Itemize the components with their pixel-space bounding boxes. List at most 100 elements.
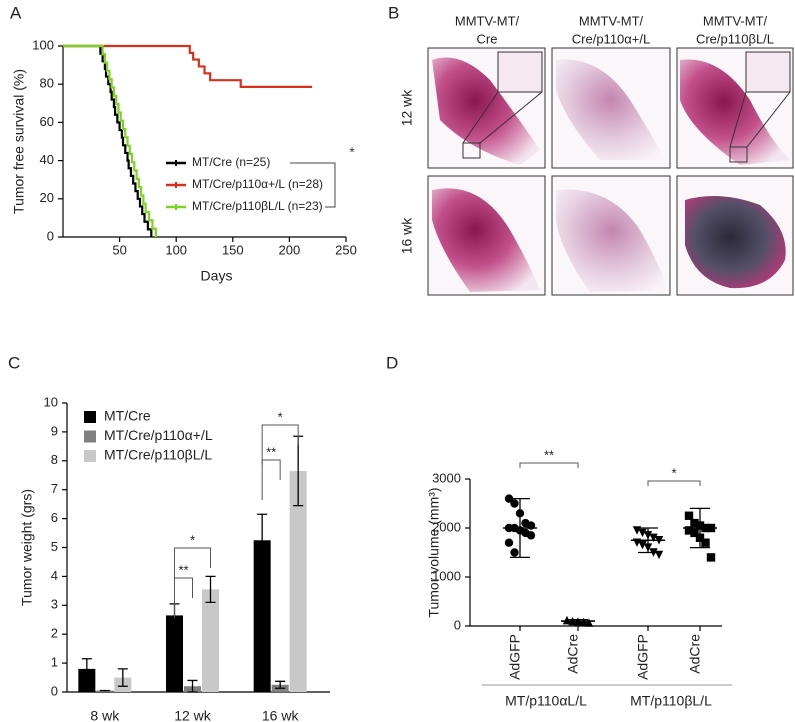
x-tick-label: AdCre — [687, 634, 703, 674]
y-axis-label: Tumor weight (grs) — [19, 489, 35, 606]
bar — [166, 615, 183, 692]
y-tick-label: 0 — [51, 683, 58, 698]
zoom-line — [729, 91, 747, 148]
y-tick-label: 3000 — [432, 470, 461, 485]
significance-bracket — [290, 162, 336, 208]
x-tick-label: 50 — [112, 242, 126, 257]
tissue — [556, 59, 665, 160]
tissue — [556, 189, 668, 292]
y-axis-label: Tumor free survival (%) — [11, 69, 27, 214]
significance-bracket — [519, 462, 579, 468]
zoom-line — [462, 91, 499, 144]
x-tick-label: 100 — [165, 242, 187, 257]
data-point — [526, 531, 536, 540]
annotation: * — [278, 409, 283, 424]
y-tick-label: 8 — [51, 452, 58, 467]
legend-swatch — [84, 430, 96, 443]
image-grid: MMTV-MT/ Cre MMTV-MT/ Cre/p110α+/L MMTV-… — [399, 13, 794, 296]
zoom-box — [462, 142, 481, 159]
data-point — [510, 499, 519, 508]
zoom-box — [729, 146, 748, 163]
bar — [289, 470, 307, 692]
x-axis-label: Days — [201, 268, 233, 284]
significance-bracket — [647, 480, 701, 486]
survival-line — [63, 44, 313, 88]
y-tick-label: 40 — [40, 152, 54, 167]
x-tick-label: AdGFP — [507, 634, 523, 680]
legend-label: MT/Cre (n=25) — [192, 155, 270, 169]
x-tick-label: 250 — [335, 242, 357, 257]
y-tick-label: 1000 — [432, 568, 461, 583]
group-label: MT/p110βL/L — [630, 693, 712, 709]
bar — [96, 690, 114, 692]
tissue — [432, 57, 540, 165]
y-tick-label: 1 — [51, 655, 58, 670]
y-tick-label: 60 — [40, 114, 54, 129]
panel-label: C — [8, 353, 20, 372]
panel-label: A — [10, 3, 22, 22]
y-tick-label: 5 — [51, 539, 58, 554]
error-bar — [187, 679, 198, 693]
column-label: MMTV-MT/ — [579, 13, 644, 28]
annotation: * — [190, 532, 195, 547]
y-tick-label: 20 — [40, 190, 54, 205]
data-point — [584, 618, 594, 627]
bar — [202, 589, 219, 692]
legend-label: MT/Cre — [104, 408, 151, 424]
survival-line — [63, 44, 157, 237]
data-point — [690, 528, 699, 538]
group-label: MT/p110αL/L — [505, 693, 587, 709]
y-tick-label: 2000 — [432, 519, 461, 534]
data-point — [649, 533, 658, 542]
column-label: Cre — [477, 31, 498, 46]
significance-bracket — [174, 577, 193, 618]
error-bar — [690, 507, 710, 549]
data-point — [706, 553, 716, 562]
error-bar — [510, 497, 530, 559]
y-tick-label: 100 — [32, 37, 54, 52]
error-bar — [81, 658, 92, 680]
data-point — [638, 540, 647, 550]
data-point — [510, 548, 519, 557]
error-bar — [275, 680, 286, 689]
legend-swatch — [84, 411, 96, 423]
data-point — [638, 528, 647, 538]
inset — [745, 51, 791, 93]
tissue — [432, 188, 540, 292]
data-point — [684, 511, 694, 520]
data-point — [701, 538, 710, 547]
annotation: ** — [544, 447, 554, 462]
column-label: MMTV-MT/ — [455, 13, 520, 28]
x-tick-label: 150 — [222, 242, 244, 257]
y-tick-label: 6 — [51, 510, 58, 525]
column-label: Cre/p110βL/L — [696, 31, 774, 46]
x-tick-label: 200 — [279, 242, 301, 257]
error-bar — [568, 618, 588, 624]
data-point — [684, 526, 694, 535]
column-label: MMTV-MT/ — [703, 13, 768, 28]
error-bar — [638, 527, 658, 554]
x-tick-label: AdCre — [565, 634, 581, 674]
significance-bracket — [174, 547, 211, 588]
y-tick-label: 4 — [51, 568, 58, 583]
y-tick-label: 0 — [47, 228, 54, 243]
x-tick-label: 8 wk — [90, 708, 120, 722]
significance-bracket — [261, 424, 299, 465]
x-tick-label: 12 wk — [174, 708, 212, 722]
x-tick-label: 16 wk — [262, 708, 300, 722]
data-point — [690, 518, 699, 528]
y-tick-label: 9 — [51, 423, 58, 438]
tissue — [680, 59, 790, 165]
bar — [78, 668, 96, 692]
y-tick-label: 10 — [44, 394, 58, 409]
panel-label: B — [388, 3, 399, 22]
inset — [497, 51, 543, 93]
zoom-line — [746, 91, 791, 148]
y-tick-label: 3 — [51, 597, 58, 612]
y-tick-label: 7 — [51, 481, 58, 496]
row-label: 12 wk — [399, 89, 415, 127]
y-tick-label: 2 — [51, 626, 58, 641]
tissue — [685, 196, 786, 289]
y-tick-label: 0 — [454, 617, 461, 632]
error-bar — [205, 575, 216, 604]
